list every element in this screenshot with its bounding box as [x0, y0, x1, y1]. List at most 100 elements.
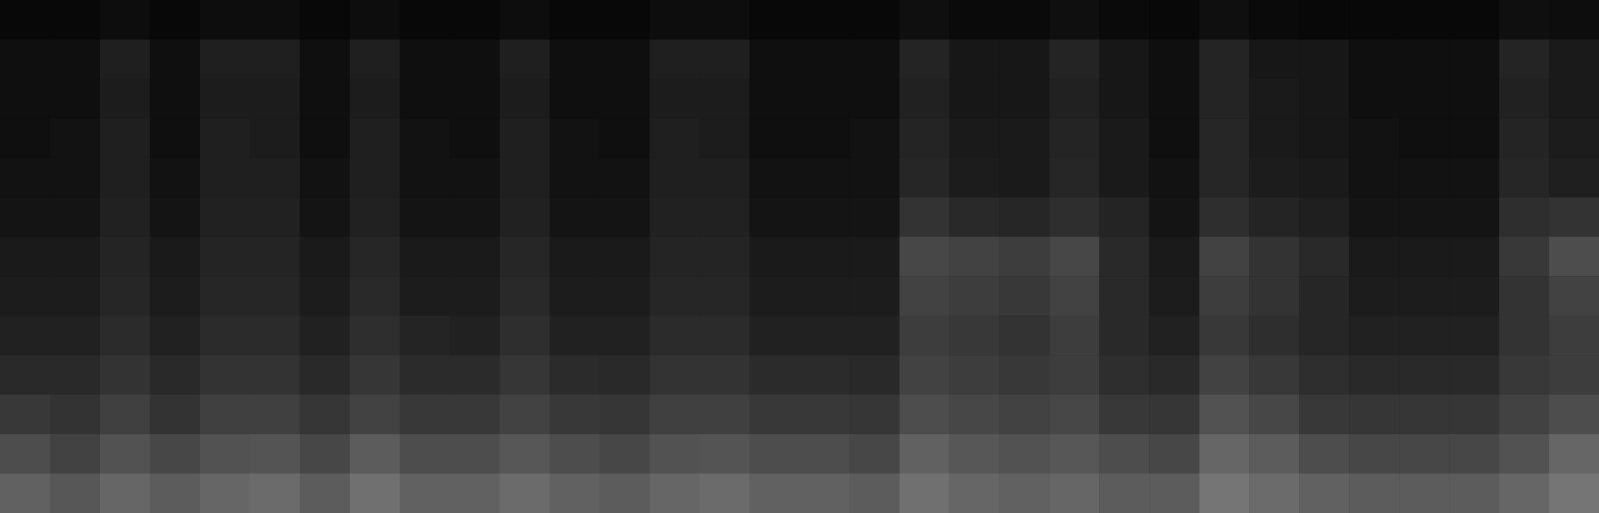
heatmap-cell	[0, 39, 50, 79]
heatmap-cell	[50, 355, 100, 395]
heatmap-cell	[1199, 316, 1249, 356]
heatmap-cell	[1299, 316, 1349, 356]
heatmap-cell	[400, 39, 450, 79]
heatmap-cell	[400, 434, 450, 474]
heatmap-cell	[500, 118, 550, 158]
heatmap-cell	[550, 276, 600, 316]
heatmap-cell	[250, 237, 300, 277]
heatmap-cell	[949, 434, 999, 474]
heatmap-cell	[1549, 434, 1599, 474]
heatmap-cell	[1449, 0, 1499, 40]
heatmap-cell	[300, 395, 350, 435]
heatmap-cell	[450, 39, 500, 79]
heatmap-cell	[650, 158, 700, 198]
heatmap-cell	[1499, 197, 1549, 237]
heatmap-cell	[1549, 237, 1599, 277]
heatmap-cell	[400, 237, 450, 277]
heatmap-cell	[949, 276, 999, 316]
heatmap-cell	[1449, 434, 1499, 474]
heatmap-cell	[100, 118, 150, 158]
heatmap-cell	[550, 79, 600, 119]
heatmap-cell	[50, 237, 100, 277]
heatmap-cell	[1049, 276, 1099, 316]
heatmap-cell	[550, 395, 600, 435]
heatmap-cell	[350, 276, 400, 316]
heatmap-cell	[899, 0, 949, 40]
heatmap-cell	[1199, 79, 1249, 119]
heatmap-cell	[450, 316, 500, 356]
heatmap-cell	[949, 355, 999, 395]
heatmap-cell	[1349, 39, 1399, 79]
heatmap-cell	[1449, 79, 1499, 119]
heatmap-cell	[800, 0, 850, 40]
heatmap-cell	[700, 79, 750, 119]
heatmap-cell	[800, 118, 850, 158]
heatmap-cell	[650, 197, 700, 237]
heatmap-cell	[1049, 39, 1099, 79]
heatmap-cell	[1549, 197, 1599, 237]
heatmap-cell	[800, 79, 850, 119]
heatmap-cell	[1249, 237, 1299, 277]
heatmap-cell	[400, 355, 450, 395]
heatmap-cell	[849, 395, 899, 435]
heatmap-cell	[0, 474, 50, 513]
heatmap-cell	[250, 474, 300, 513]
heatmap-cell	[1549, 276, 1599, 316]
heatmap-cell	[1199, 158, 1249, 198]
heatmap-cell	[200, 395, 250, 435]
heatmap-cell	[800, 316, 850, 356]
heatmap-cell	[1299, 158, 1349, 198]
heatmap-cell	[1049, 474, 1099, 513]
heatmap-cell	[949, 158, 999, 198]
heatmap-cell	[50, 276, 100, 316]
heatmap-cell	[400, 0, 450, 40]
heatmap-cell	[350, 158, 400, 198]
heatmap-cell	[1299, 197, 1349, 237]
heatmap-cell	[700, 474, 750, 513]
heatmap-cell	[1249, 474, 1299, 513]
heatmap-cell	[1349, 0, 1399, 40]
heatmap-cell	[1249, 0, 1299, 40]
heatmap-cell	[1149, 197, 1199, 237]
heatmap-cell	[1299, 79, 1349, 119]
heatmap-cell	[849, 276, 899, 316]
heatmap-cell	[1099, 474, 1149, 513]
heatmap-cell	[1399, 0, 1449, 40]
heatmap-cell	[1449, 158, 1499, 198]
heatmap-cell	[500, 276, 550, 316]
heatmap-cell	[300, 316, 350, 356]
heatmap-cell	[1249, 395, 1299, 435]
heatmap-cell	[1099, 237, 1149, 277]
heatmap-cell	[600, 0, 650, 40]
heatmap-cell	[1449, 355, 1499, 395]
heatmap-cell	[100, 355, 150, 395]
heatmap-cell	[250, 79, 300, 119]
heatmap-cell	[150, 79, 200, 119]
heatmap-cell	[1249, 158, 1299, 198]
heatmap-cell	[600, 79, 650, 119]
heatmap-cell	[1149, 237, 1199, 277]
heatmap-cell	[300, 79, 350, 119]
heatmap-cell	[550, 197, 600, 237]
heatmap-cell	[800, 237, 850, 277]
heatmap-cell	[899, 158, 949, 198]
heatmap-cell	[1199, 197, 1249, 237]
heatmap-cell	[100, 39, 150, 79]
heatmap-cell	[1199, 39, 1249, 79]
heatmap-cell	[1399, 158, 1449, 198]
heatmap-cell	[600, 355, 650, 395]
heatmap-cell	[1399, 197, 1449, 237]
heatmap-cell	[999, 39, 1049, 79]
heatmap-cell	[949, 316, 999, 356]
heatmap-cell	[550, 158, 600, 198]
heatmap-cell	[849, 237, 899, 277]
heatmap-cell	[450, 79, 500, 119]
heatmap-cell	[1449, 39, 1499, 79]
heatmap-cell	[50, 474, 100, 513]
heatmap-cell	[400, 197, 450, 237]
heatmap-cell	[150, 434, 200, 474]
heatmap-cell	[1099, 197, 1149, 237]
heatmap-cell	[650, 237, 700, 277]
heatmap-cell	[700, 197, 750, 237]
heatmap-cell	[100, 79, 150, 119]
